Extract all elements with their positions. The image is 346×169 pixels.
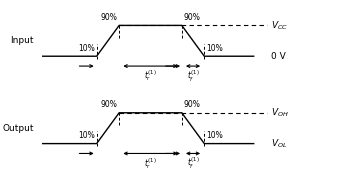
Text: $V_{OH}$: $V_{OH}$ (271, 106, 289, 119)
Text: 0 V: 0 V (271, 52, 285, 61)
Text: 10%: 10% (78, 44, 94, 53)
Text: $V_{CC}$: $V_{CC}$ (271, 19, 288, 32)
Text: $t_f^{(1)}$: $t_f^{(1)}$ (186, 68, 199, 84)
Text: $t_f^{(1)}$: $t_f^{(1)}$ (186, 156, 199, 169)
Text: $t_r^{(1)}$: $t_r^{(1)}$ (144, 68, 157, 83)
Text: Input: Input (10, 36, 34, 45)
Text: 90%: 90% (184, 13, 201, 22)
Text: 10%: 10% (206, 44, 223, 53)
Text: 10%: 10% (206, 131, 223, 140)
Text: $V_{OL}$: $V_{OL}$ (271, 137, 287, 150)
Text: 90%: 90% (100, 13, 117, 22)
Text: Output: Output (2, 124, 34, 133)
Text: 10%: 10% (78, 131, 94, 140)
Text: 90%: 90% (184, 100, 201, 109)
Text: $t_r^{(1)}$: $t_r^{(1)}$ (144, 156, 157, 169)
Text: 90%: 90% (100, 100, 117, 109)
